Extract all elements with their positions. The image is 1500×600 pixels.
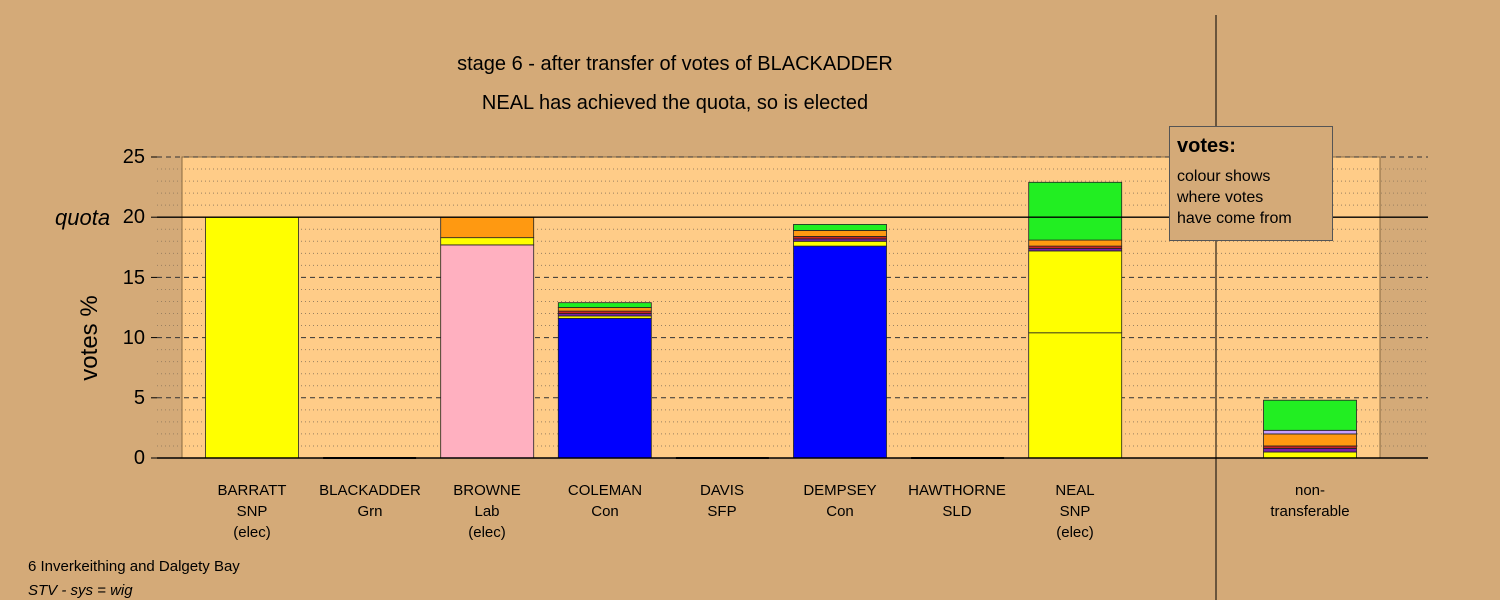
bar-segment xyxy=(205,216,299,459)
legend-text: colour shows where votes have come from xyxy=(1177,166,1325,229)
bar-segment xyxy=(1263,451,1357,459)
bar-segment xyxy=(1028,181,1123,241)
candidate-party: SLD xyxy=(942,503,972,520)
legend-line: where votes xyxy=(1177,189,1264,206)
candidate-name: BROWNE xyxy=(453,482,521,499)
candidate-party: Con xyxy=(591,503,619,520)
candidate-status: (elec) xyxy=(233,524,271,541)
legend-line: have come from xyxy=(1177,210,1292,227)
bar-segment xyxy=(793,240,887,247)
candidate-name: BARRATT xyxy=(217,482,287,499)
candidate-party: SFP xyxy=(707,503,737,520)
legend-title: votes: xyxy=(1177,135,1236,157)
non-transferable-label: non- transferable xyxy=(1245,480,1375,522)
chart-title: stage 6 - after transfer of votes of BLA… xyxy=(457,53,893,75)
bar-coleman xyxy=(557,302,652,459)
bar-dempsey xyxy=(793,224,887,459)
candidate-party: Grn xyxy=(357,503,383,520)
candidate-label-neal: NEAL SNP (elec) xyxy=(1010,480,1140,543)
candidate-name: COLEMAN xyxy=(567,482,643,499)
bar-neal xyxy=(1028,181,1123,459)
y-tick-label: 10 xyxy=(122,327,145,349)
candidate-label-barratt: BARRATT SNP (elec) xyxy=(187,480,317,543)
candidate-label-blackadder: BLACKADDER Grn xyxy=(305,480,435,522)
legend-box: votes: colour shows where votes have com… xyxy=(1169,126,1333,241)
system-note: STV - sys = wig xyxy=(28,582,133,599)
candidate-label-hawthorne: HAWTHORNE SLD xyxy=(892,480,1022,522)
bar-non-transferable xyxy=(1263,399,1357,459)
bar-browne xyxy=(440,216,535,459)
bar-segment xyxy=(557,307,652,312)
candidate-label-dempsey: DEMPSEY Con xyxy=(775,480,905,522)
candidate-party: Con xyxy=(826,503,854,520)
candidate-label-browne: BROWNE Lab (elec) xyxy=(422,480,552,543)
bar-segment xyxy=(557,302,652,308)
quota-label: quota xyxy=(55,205,111,230)
y-tick-label: 25 xyxy=(122,146,145,168)
bar-segment xyxy=(793,245,887,459)
candidate-name: NEAL xyxy=(1055,482,1095,499)
candidate-name: DAVIS xyxy=(700,482,744,499)
non-transferable-label-line: non- xyxy=(1294,482,1326,499)
bar-segment xyxy=(1028,239,1123,247)
candidate-label-davis: DAVIS SFP xyxy=(657,480,787,522)
bar-barratt xyxy=(205,216,299,459)
candidate-party: SNP xyxy=(236,503,268,520)
y-tick-label: 5 xyxy=(133,387,145,409)
y-tick-label: 0 xyxy=(133,447,145,469)
candidate-party: SNP xyxy=(1059,503,1091,520)
bar-segment xyxy=(440,237,535,246)
y-tick-label: 20 xyxy=(122,206,145,228)
candidate-name: BLACKADDER xyxy=(319,482,421,499)
candidate-name: DEMPSEY xyxy=(803,482,877,499)
candidate-status: (elec) xyxy=(468,524,506,541)
bar-segment xyxy=(793,230,887,237)
bar-segment xyxy=(557,317,652,459)
candidate-status: (elec) xyxy=(1056,524,1094,541)
bar-segment xyxy=(1028,332,1123,459)
y-tick-label: 15 xyxy=(122,267,145,289)
candidate-party: Lab xyxy=(474,503,500,520)
legend-line: colour shows xyxy=(1177,168,1271,185)
bar-segment xyxy=(793,224,887,231)
candidate-label-coleman: COLEMAN Con xyxy=(540,480,670,522)
bar-segment xyxy=(1028,250,1123,334)
candidate-name: HAWTHORNE xyxy=(908,482,1006,499)
bar-segment xyxy=(1263,447,1357,453)
bar-segment xyxy=(1263,433,1357,447)
non-transferable-label-line: transferable xyxy=(1270,503,1350,520)
bar-segment xyxy=(1263,399,1357,431)
bar-segment xyxy=(440,216,535,239)
chart-subtitle: NEAL has achieved the quota, so is elect… xyxy=(481,92,869,114)
bar-segment xyxy=(1263,429,1357,435)
ward-name: 6 Inverkeithing and Dalgety Bay xyxy=(28,558,240,575)
bar-segment xyxy=(440,244,535,459)
